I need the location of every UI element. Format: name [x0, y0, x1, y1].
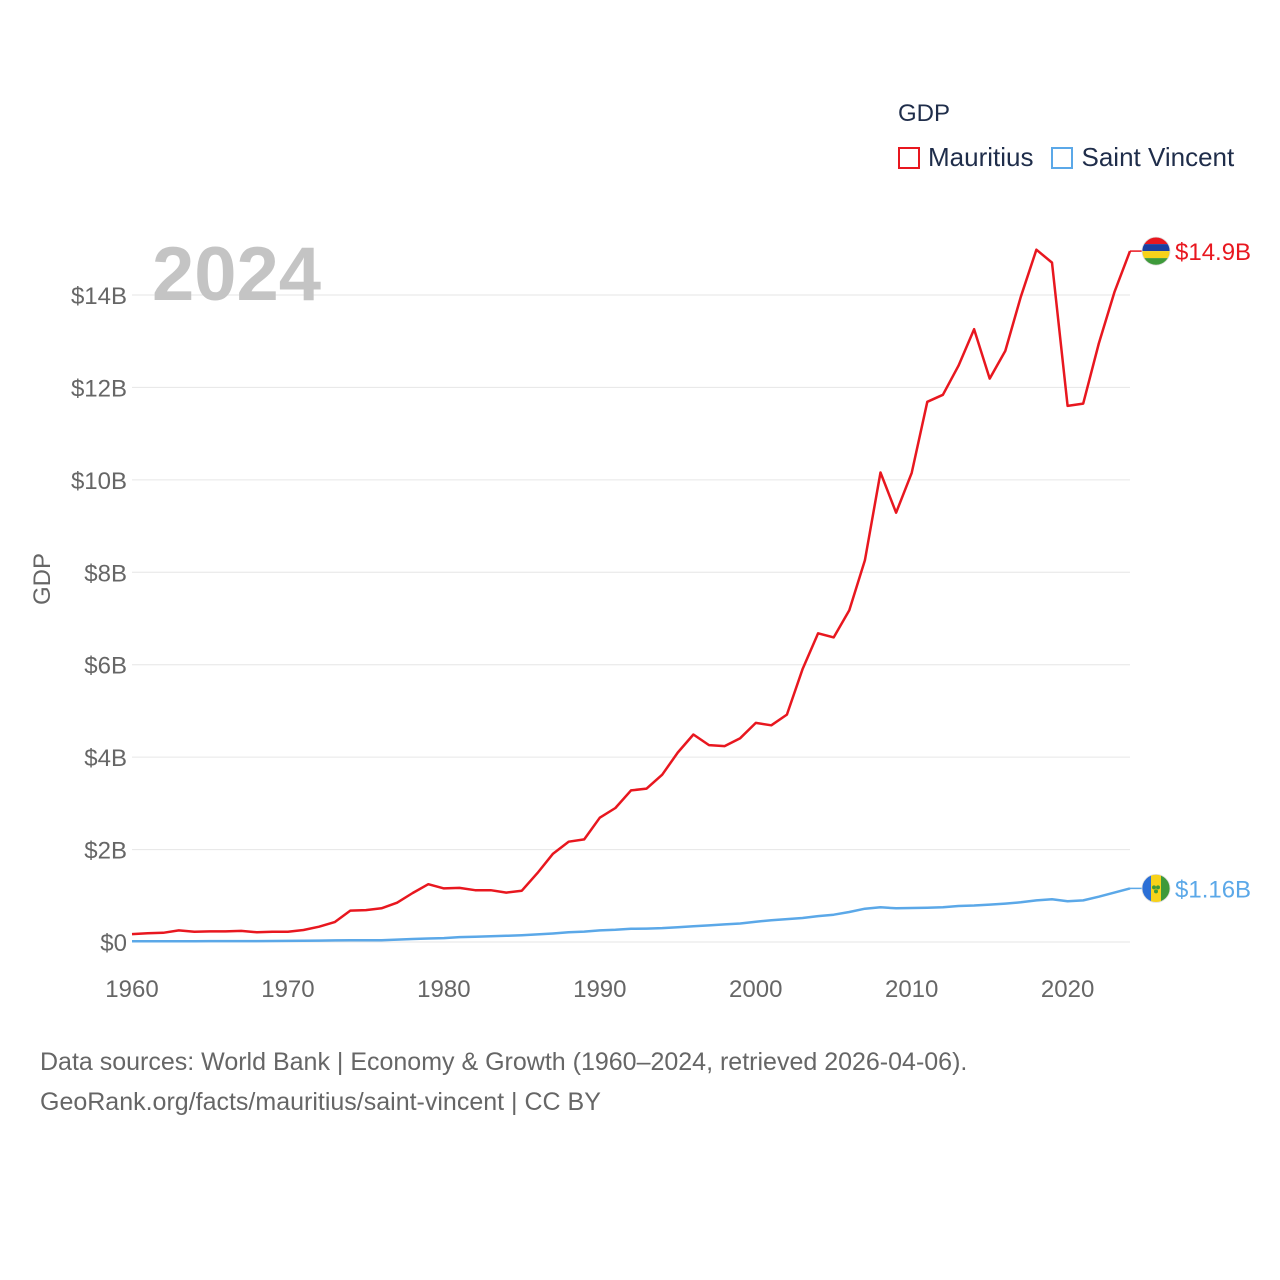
flag-stripes [1142, 874, 1170, 903]
x-tick-label: 1970 [261, 976, 314, 1003]
flag-stripes [1142, 237, 1170, 266]
footer-link: GeoRank.org/facts/mauritius/saint-vincen… [40, 1088, 601, 1116]
flag-stripe [1161, 874, 1170, 903]
series-end-labels: $14.9B $1.16B [1130, 236, 1251, 903]
y-tick-label: $10B [71, 468, 127, 495]
year-label: 2024 [152, 232, 321, 317]
series-lines [131, 248, 1132, 943]
x-tick-label: 2020 [1041, 976, 1094, 1003]
footer: Data sources: World Bank | Economy & Gro… [40, 1042, 967, 1122]
y-axis-title: GDP [29, 553, 56, 605]
y-tick-label: $12B [71, 375, 127, 402]
flag-stripe [1142, 244, 1170, 252]
legend: Mauritius Saint Vincent [898, 142, 1252, 173]
mauritius-flag-icon [1141, 236, 1171, 266]
x-tick-label: 2000 [729, 976, 782, 1003]
end-label-saint-vincent: $1.16B [1175, 876, 1251, 903]
legend-label-mauritius: Mauritius [928, 142, 1034, 172]
y-axis-ticks: $0 $2B $4B $6B $8B $10B $12B $14B [71, 283, 127, 957]
footer-sources: Data sources: World Bank | Economy & Gro… [40, 1048, 968, 1076]
flag-stripe [1142, 258, 1170, 266]
flag-stripe [1142, 251, 1170, 259]
y-tick-label: $0 [100, 930, 127, 957]
x-tick-label: 2010 [885, 976, 938, 1003]
gridlines [132, 294, 1130, 943]
x-tick-label: 1960 [105, 976, 158, 1003]
x-tick-label: 1990 [573, 976, 626, 1003]
x-axis-ticks: 1960 1970 1980 1990 2000 2010 2020 [105, 976, 1094, 1003]
legend-swatch-saint-vincent [1051, 146, 1074, 169]
end-label-mauritius: $14.9B [1175, 239, 1251, 266]
flag-diamond [1154, 889, 1158, 894]
legend-title: GDP [898, 100, 951, 127]
y-tick-label: $8B [84, 560, 127, 587]
legend-item-saint-vincent[interactable]: Saint Vincent [1051, 142, 1234, 173]
y-tick-label: $6B [84, 653, 127, 680]
legend-swatch-mauritius [898, 146, 920, 169]
y-tick-label: $2B [84, 838, 127, 865]
flag-border [1141, 873, 1171, 903]
flag-stripe [1151, 874, 1161, 903]
flag-diamond [1152, 885, 1156, 890]
saint-vincent-flag-icon [1141, 873, 1171, 903]
x-tick-label: 1980 [417, 976, 470, 1003]
flag-stripe [1142, 874, 1151, 903]
series-line-mauritius [131, 248, 1132, 936]
legend-label-saint-vincent: Saint Vincent [1081, 142, 1235, 172]
y-tick-label: $4B [84, 745, 127, 772]
y-tick-label: $14B [71, 283, 127, 310]
flag-border [1141, 236, 1171, 266]
series-line-saint-vincent [132, 887, 1131, 943]
legend-item-mauritius[interactable]: Mauritius [898, 142, 1033, 173]
flag-stripe [1142, 237, 1170, 245]
flag-diamond [1156, 885, 1160, 890]
